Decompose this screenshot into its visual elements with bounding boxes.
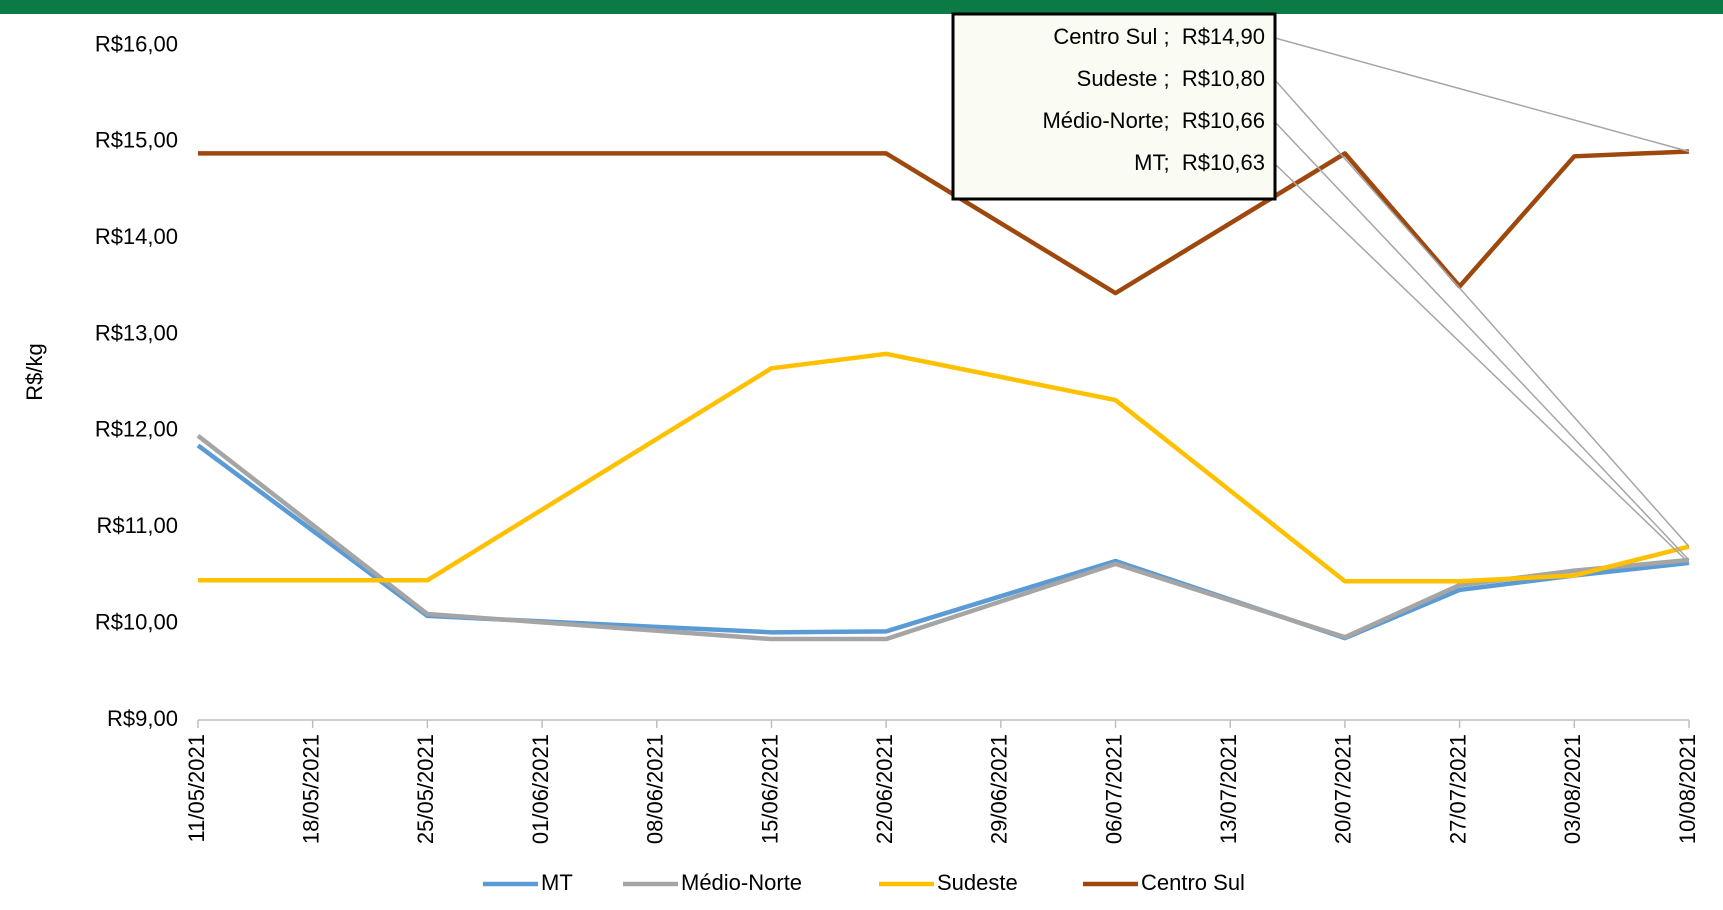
data-label: MT; R$10,63 (1134, 150, 1265, 175)
y-tick-label: R$12,00 (95, 417, 178, 442)
x-tick-label: 22/06/2021 (872, 734, 897, 844)
label-leader (1274, 163, 1690, 564)
y-tick-label: R$11,00 (96, 513, 178, 538)
x-tick-label: 10/08/2021 (1675, 734, 1700, 844)
data-label-group: Centro Sul ; R$14,90 Sudeste ; R$10,80 Méd… (951, 12, 1690, 564)
x-tick-label: 15/06/2021 (757, 734, 782, 844)
series-line (198, 149, 1690, 296)
y-tick-label: R$9,00 (107, 706, 178, 731)
label-leader (1274, 121, 1690, 561)
x-tick-label: 03/08/2021 (1560, 734, 1585, 844)
x-tick-label: 13/07/2021 (1216, 734, 1241, 844)
data-label: Centro Sul ; R$14,90 (1053, 24, 1265, 49)
label-leader (1274, 79, 1690, 548)
legend-label: MT (541, 870, 573, 895)
y-axis-title: R$/kg (22, 343, 47, 400)
series-line (196, 433, 1690, 642)
series-line (198, 351, 1690, 584)
y-tick-label: R$15,00 (95, 128, 178, 153)
data-label: Sudeste ; R$10,80 (1077, 66, 1265, 91)
x-tick-label: 27/07/2021 (1445, 734, 1470, 844)
y-tick-label: R$16,00 (95, 31, 178, 56)
x-tick-label: 20/07/2021 (1331, 734, 1356, 844)
y-tick-label: R$13,00 (95, 320, 178, 345)
legend-label: Centro Sul (1141, 870, 1245, 895)
x-tick-label: 29/06/2021 (987, 734, 1012, 844)
y-tick-label: R$14,00 (95, 224, 178, 249)
data-label: Médio-Norte; R$10,66 (1042, 108, 1265, 133)
x-tick-label: 08/06/2021 (643, 734, 668, 844)
x-tick-label: 25/05/2021 (413, 734, 438, 844)
legend-label: Sudeste (937, 870, 1018, 895)
y-tick-label: R$10,00 (95, 609, 178, 634)
x-tick-label: 11/05/2021 (184, 734, 209, 842)
x-tick-label: 06/07/2021 (1101, 734, 1126, 844)
header-band (0, 0, 1723, 14)
legend-label: Médio-Norte (681, 870, 802, 895)
label-box (951, 12, 1277, 201)
x-tick-label: 01/06/2021 (528, 734, 553, 844)
x-tick-label: 18/05/2021 (299, 734, 324, 844)
label-leader (1274, 37, 1690, 153)
